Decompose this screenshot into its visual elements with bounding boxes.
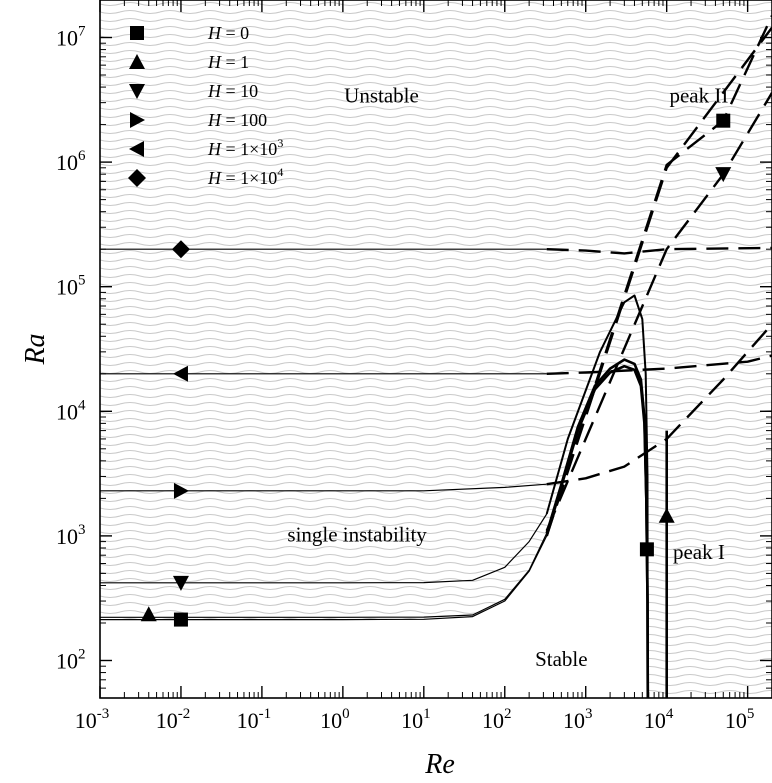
series-1-marker-0 [140,606,157,622]
y-tick-label-0: 102 [56,646,86,673]
annotations-layer: Unstable peak II single instability peak I S… [287,84,728,672]
ticks-layer: 10-3 10-2 10-1 100 101 102 103 104 105 102 103 104 1… [56,0,772,733]
x-tick-label-8: 105 [725,706,755,733]
x-tick-label-3: 100 [320,706,350,733]
legend-marker-0 [130,26,144,40]
y-tick-label-2: 104 [56,397,86,424]
series-4-marker-0 [172,365,188,382]
legend-marker-1 [129,54,145,69]
legend-label-4: H = 1×103 [207,136,283,159]
series-3-curve-1 [546,323,772,486]
legend-marker-5 [128,169,146,187]
legend-marker-3 [130,112,145,128]
series-1-curve-0 [100,533,548,618]
series-2-curve-1 [545,294,649,698]
annotation-0: Unstable [344,84,419,108]
series-5-marker-0 [171,240,190,259]
series-3-marker-0 [173,482,189,499]
y-tick-label-3: 105 [56,273,86,300]
series-1-marker-1 [658,507,675,523]
x-tick-label-0: 10-3 [75,706,110,733]
legend-label-1: H = 1 [207,52,249,72]
x-tick-label-6: 103 [563,706,593,733]
y-tick-label-1: 103 [56,522,86,549]
annotation-3: peak I [673,540,725,564]
x-tick-label-5: 102 [482,706,512,733]
series-3-curve-0 [100,483,547,492]
legend-label-2: H = 10 [207,81,258,101]
annotation-2: single instability [287,523,427,547]
y-tick-label-4: 106 [56,148,86,175]
series-4-curve-1 [546,354,772,375]
series-0-marker-2 [716,113,731,128]
legend-marker-2 [129,84,145,99]
x-tick-label-4: 101 [401,706,431,733]
x-tick-label-2: 10-1 [237,706,272,733]
series-2-marker-1 [715,167,732,183]
legend-label-3: H = 100 [207,110,267,130]
series-1-curve-1 [545,358,650,698]
series-0-marker-1 [639,542,654,557]
legend: H = 0 H = 1 H = 10 H = 100 H = 1×103 H = 1×10… [128,23,283,188]
series-2-curve-2 [545,92,772,532]
y-axis-title: Ra [20,333,51,365]
unstable-hatch [100,0,667,698]
x-tick-label-7: 104 [644,706,674,733]
legend-marker-4 [129,141,144,157]
series-0-curve-0 [100,535,548,621]
annotation-1: peak II [669,84,728,108]
plot-frame [99,0,772,699]
y-tick-label-5: 107 [56,24,86,51]
x-tick-label-1: 10-2 [156,706,191,733]
series-5-curve-1 [546,246,772,255]
series-1-curve-3 [545,26,772,537]
series-2-curve-0 [100,513,548,584]
unstable-region [100,0,772,698]
annotation-4: Stable [535,647,588,671]
legend-label-5: H = 1×104 [207,165,283,188]
legend-label-0: H = 0 [207,23,249,43]
x-axis-title: Re [424,749,455,780]
markers-layer [140,113,732,627]
series-2-marker-0 [172,575,189,591]
series-0-marker-0 [173,612,188,627]
